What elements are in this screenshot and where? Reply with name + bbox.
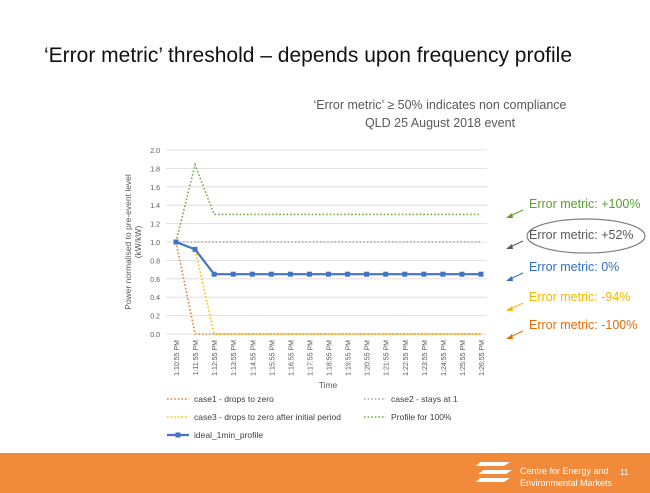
data-point [478,271,484,277]
data-point [440,271,446,277]
data-point [268,271,274,277]
footer-organisation: Centre for Energy and Environmental Mark… [520,465,612,489]
data-point [402,271,408,277]
footer-org-line2: Environmental Markets [520,478,613,488]
annotation-arrowhead [506,213,513,218]
y-tick-label: 1.8 [150,166,160,173]
x-tick-label: 1:14:55 PM [250,340,257,376]
y-axis-label-line1: Power normalised to pre-event level [123,174,133,310]
legend-label: case2 - stays at 1 [391,394,458,404]
series-line-profile [175,162,481,243]
chart-title-line2: QLD 25 August 2018 event [365,116,516,130]
y-tick-label: 0.4 [150,295,160,302]
x-tick-label: 1:17:55 PM [307,340,314,376]
data-point [383,271,389,277]
legend: case1 - drops to zero case2 - stays at 1 c… [167,394,458,440]
error-metric-annotation: Error metric: +100% [529,197,641,211]
error-metric-annotation: Error metric: +52% [529,228,634,242]
x-axis-label: Time [319,380,338,390]
series-lines [173,162,484,335]
y-tick-label: 1.0 [150,240,160,247]
data-point [364,271,370,277]
error-metric-annotation: Error metric: -100% [529,318,638,332]
gridlines [166,149,487,335]
data-point [306,271,312,277]
x-tick-labels: 1:10:55 PM 1:11:55 PM 1:12:55 PM 1:13:55 PM… [174,340,486,376]
footer-org-line1: Centre for Energy and [520,466,609,476]
x-tick-label: 1:11:55 PM [193,340,200,375]
annotation-arrowhead [506,334,513,339]
page-number: 11 [620,468,629,477]
y-tick-label: 1.2 [150,222,160,229]
y-tick-label: 1.4 [150,203,160,210]
data-point [345,271,351,277]
slide-title: ‘Error metric’ threshold – depends upon … [44,44,573,67]
legend-marker [175,432,181,438]
x-tick-label: 1:15:55 PM [269,340,276,376]
x-tick-label: 1:20:55 PM [365,340,372,376]
data-point [287,271,293,277]
x-tick-label: 1:13:55 PM [231,340,238,376]
annotation-arrows [506,209,524,339]
y-tick-label: 0.2 [150,314,160,321]
data-point [459,271,465,277]
chart-title-line1: ‘Error metric’ ≥ 50% indicates non compl… [313,98,566,112]
y-axis-label-line2: (kW/kW) [133,226,143,259]
y-tick-label: 0.8 [150,258,160,265]
error-metric-annotation: Error metric: -94% [529,290,631,304]
x-tick-label: 1:12:55 PM [212,340,219,376]
series-line-case3 [175,241,481,335]
x-tick-label: 1:21:55 PM [384,340,391,376]
x-tick-label: 1:10:55 PM [174,340,181,376]
y-tick-label: 0.0 [150,332,160,339]
data-point [230,271,236,277]
legend-label: ideal_1min_profile [194,430,263,440]
x-tick-label: 1:22:55 PM [403,340,410,376]
x-tick-label: 1:24:55 PM [441,340,448,376]
x-tick-label: 1:26:55 PM [479,340,486,376]
legend-label: case1 - drops to zero [194,394,274,404]
y-tick-label: 0.6 [150,277,160,284]
y-tick-label: 2.0 [150,148,160,155]
data-point [326,271,331,277]
series-line-ideal_1min_profile [175,240,481,276]
y-tick-labels: 0.0 0.2 0.4 0.6 0.8 1.0 1.2 1.4 1.6 1.8 2.0 [150,148,160,339]
annotation-arrowhead [506,276,513,281]
cem-logo-icon [476,462,512,482]
y-tick-label: 1.6 [150,185,160,192]
data-point [192,246,198,252]
x-tick-label: 1:16:55 PM [288,340,295,376]
x-tick-label: 1:18:55 PM [327,340,334,376]
chart: ‘Error metric’ ≥ 50% indicates non compl… [123,98,646,440]
x-tick-label: 1:19:55 PM [346,340,353,376]
annotation-arrowhead [506,244,513,249]
footer-bar [0,453,650,493]
annotation-highlight-circle [526,218,646,254]
data-point [211,271,217,277]
data-point [173,239,179,245]
data-point [421,271,427,277]
x-tick-label: 1:23:55 PM [422,340,429,376]
x-tick-label: 1:25:55 PM [460,340,467,376]
error-metric-annotation: Error metric: 0% [529,260,620,274]
annotation-arrowhead [506,306,513,311]
data-point [249,271,255,277]
series-line-case1 [175,241,481,335]
legend-label: Profile for 100% [391,412,452,422]
legend-label: case3 - drops to zero after initial peri… [194,412,341,422]
